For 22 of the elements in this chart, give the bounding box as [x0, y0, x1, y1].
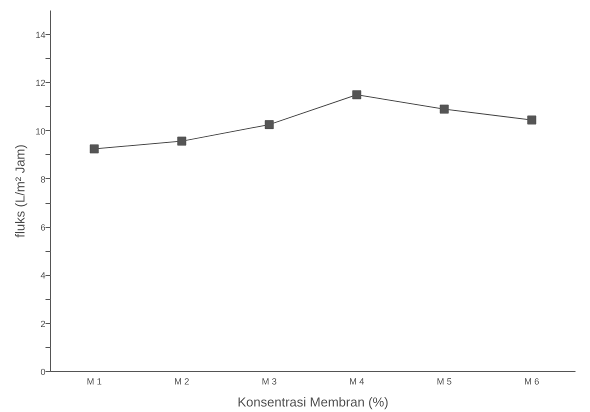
y-tick-label: 4 — [40, 270, 46, 281]
point — [264, 120, 274, 130]
y-tick-label: 10 — [35, 126, 46, 136]
y-tick-label: 8 — [40, 174, 46, 184]
point — [352, 90, 362, 100]
point — [177, 136, 186, 146]
point — [440, 104, 449, 114]
point — [90, 144, 99, 154]
x-tick-label: M 4 — [349, 376, 364, 386]
y-tick-label: 12 — [35, 78, 46, 88]
y-axis-title: fluks (L/m² Jam) — [12, 144, 28, 238]
x-axis-title: Konsentrasi Membran (%) — [238, 394, 388, 410]
x-tick-label: M 2 — [174, 376, 190, 386]
y-tick-label: 14 — [35, 30, 46, 40]
x-tick-label: M 5 — [436, 376, 452, 386]
y-tick-label: 0 — [40, 367, 46, 377]
x-tick-label: M 3 — [262, 376, 277, 386]
y-tick-label: 6 — [40, 222, 46, 233]
x-tick-label: M 6 — [524, 376, 540, 386]
x-tick-label: M 1 — [86, 376, 102, 386]
y-tick-label: 2 — [40, 318, 46, 329]
point — [527, 116, 536, 125]
